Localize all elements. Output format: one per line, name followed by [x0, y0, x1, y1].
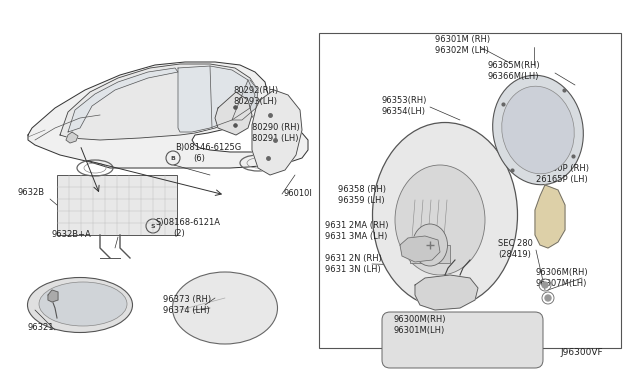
- Text: 9632B+A: 9632B+A: [52, 230, 92, 239]
- Text: 80291 (LH): 80291 (LH): [252, 134, 298, 143]
- Text: 96374 (LH): 96374 (LH): [163, 306, 210, 315]
- Polygon shape: [60, 64, 258, 140]
- Text: 96010I: 96010I: [284, 189, 313, 198]
- Ellipse shape: [28, 278, 132, 333]
- Text: 96301M (RH): 96301M (RH): [435, 35, 490, 44]
- Circle shape: [542, 282, 548, 288]
- Text: 9631 3N (LH): 9631 3N (LH): [325, 265, 381, 274]
- Text: 9632B: 9632B: [18, 188, 45, 197]
- Text: 96354(LH): 96354(LH): [382, 107, 426, 116]
- Ellipse shape: [413, 224, 447, 266]
- Text: 80290 (RH): 80290 (RH): [252, 123, 300, 132]
- Bar: [410, 245, 450, 263]
- Text: 96301M(LH): 96301M(LH): [393, 326, 444, 335]
- Text: S)08168-6121A: S)08168-6121A: [155, 218, 220, 227]
- Polygon shape: [400, 236, 440, 262]
- Text: 96365M(RH): 96365M(RH): [488, 61, 541, 70]
- Polygon shape: [215, 92, 252, 135]
- Bar: [57, 175, 177, 235]
- Text: B)08146-6125G: B)08146-6125G: [175, 143, 241, 152]
- Text: 80292(RH): 80292(RH): [233, 86, 278, 95]
- Text: 96321: 96321: [28, 323, 54, 332]
- Polygon shape: [415, 275, 478, 310]
- Ellipse shape: [493, 75, 583, 185]
- Text: 96359 (LH): 96359 (LH): [338, 196, 385, 205]
- Text: (28419): (28419): [498, 250, 531, 259]
- Text: 96373 (RH): 96373 (RH): [163, 295, 211, 304]
- Text: 9631 2MA (RH): 9631 2MA (RH): [325, 221, 388, 230]
- Text: 96302M (LH): 96302M (LH): [435, 46, 489, 55]
- Polygon shape: [48, 290, 58, 302]
- Text: SEC 280: SEC 280: [498, 239, 533, 248]
- Polygon shape: [66, 132, 78, 143]
- Text: (6): (6): [193, 154, 205, 163]
- Text: 96300M(RH): 96300M(RH): [393, 315, 445, 324]
- Text: 80293(LH): 80293(LH): [233, 97, 277, 106]
- Text: 96306M(RH): 96306M(RH): [535, 268, 588, 277]
- Polygon shape: [232, 80, 258, 120]
- Text: S: S: [150, 224, 156, 228]
- Ellipse shape: [502, 86, 574, 174]
- Text: 96358 (RH): 96358 (RH): [338, 185, 386, 194]
- Circle shape: [545, 295, 551, 301]
- Bar: [319, 33, 621, 348]
- Text: 9631 3MA (LH): 9631 3MA (LH): [325, 232, 387, 241]
- Polygon shape: [68, 68, 178, 132]
- Text: 96353(RH): 96353(RH): [382, 96, 428, 105]
- FancyBboxPatch shape: [382, 312, 543, 368]
- Polygon shape: [535, 185, 565, 248]
- Polygon shape: [28, 62, 308, 168]
- Text: B: B: [171, 155, 175, 160]
- Text: 26160P (RH): 26160P (RH): [536, 164, 589, 173]
- Polygon shape: [178, 66, 255, 132]
- Ellipse shape: [395, 165, 485, 275]
- Text: 96366M(LH): 96366M(LH): [488, 72, 540, 81]
- Text: 9631 2N (RH): 9631 2N (RH): [325, 254, 382, 263]
- Ellipse shape: [39, 282, 127, 326]
- Text: 96307M(LH): 96307M(LH): [535, 279, 586, 288]
- Text: J96300VF: J96300VF: [560, 348, 603, 357]
- Polygon shape: [252, 90, 302, 175]
- Text: (2): (2): [173, 229, 185, 238]
- Ellipse shape: [173, 272, 278, 344]
- Text: 26165P (LH): 26165P (LH): [536, 175, 588, 184]
- Ellipse shape: [372, 122, 518, 308]
